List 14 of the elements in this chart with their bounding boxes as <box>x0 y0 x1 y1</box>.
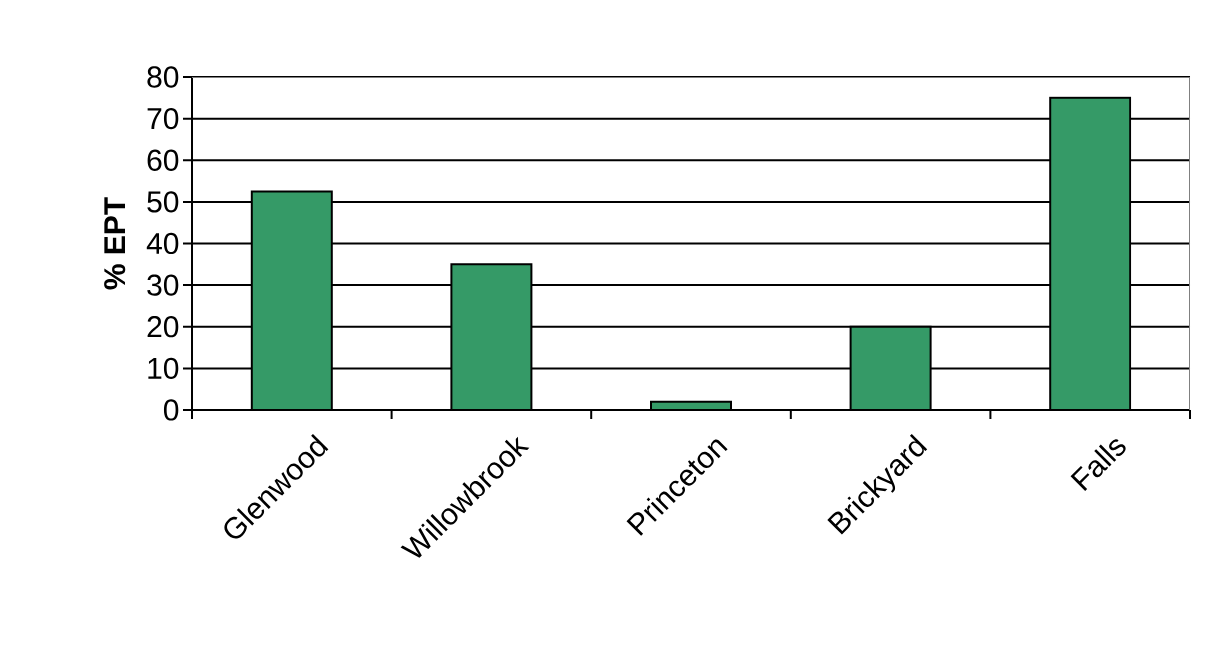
y-tick-label: 10 <box>148 357 179 379</box>
y-tick-label: 0 <box>163 399 179 421</box>
y-tick-label: 20 <box>147 316 179 338</box>
y-tick-label: 50 <box>147 191 179 213</box>
bar <box>450 263 533 410</box>
y-tick-label: 30 <box>147 274 179 296</box>
y-axis-title: % EPT <box>104 197 126 290</box>
y-tick-label: 70 <box>147 108 179 130</box>
bar <box>250 190 333 410</box>
y-tick-label: 40 <box>146 232 179 255</box>
y-tick-label: 60 <box>147 149 179 171</box>
y-tick-label: 80 <box>147 66 179 88</box>
bar <box>1049 96 1132 410</box>
bar <box>849 325 932 410</box>
